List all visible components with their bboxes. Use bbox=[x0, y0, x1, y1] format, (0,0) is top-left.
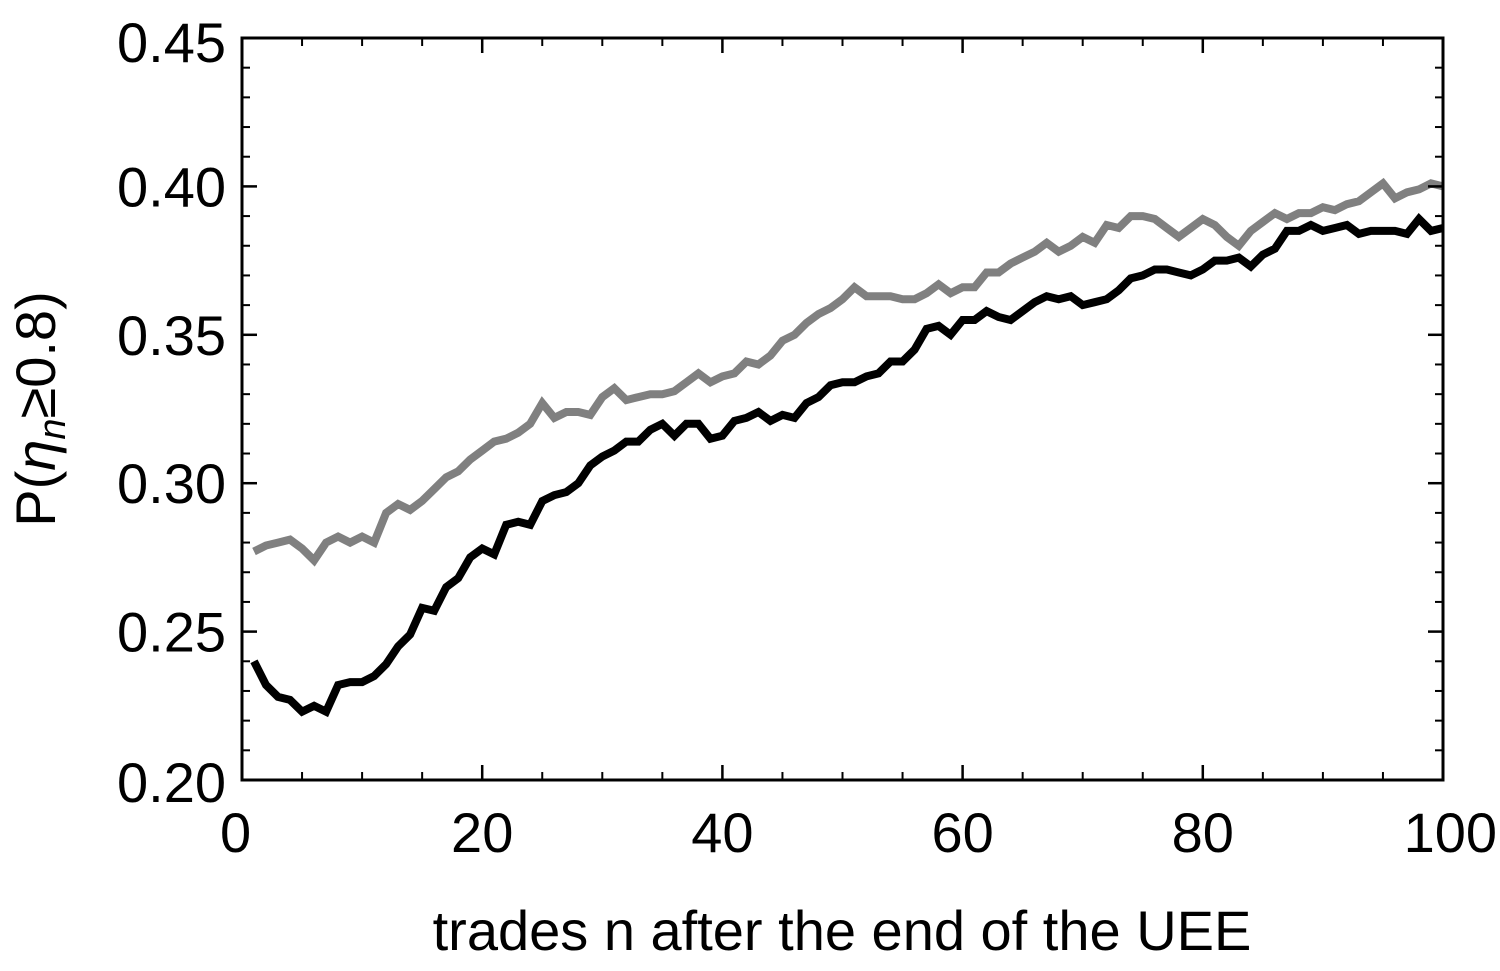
y-tick-label: 0.20 bbox=[117, 751, 226, 814]
y-axis-title: P(ηn≥0.8) bbox=[4, 291, 74, 526]
tick-labels: 0 20 40 60 80 100 0.20 0.25 0.30 0.35 0.40 0.45 bbox=[117, 11, 1497, 864]
x-tick-label: 100 bbox=[1404, 801, 1497, 864]
x-tick-label: 60 bbox=[931, 801, 993, 864]
y-tick-label: 0.40 bbox=[117, 155, 226, 218]
x-tick-label: 20 bbox=[451, 801, 513, 864]
y-axis-title-subscript: n bbox=[32, 419, 74, 440]
y-tick-label: 0.35 bbox=[117, 304, 226, 367]
y-tick-label: 0.45 bbox=[117, 11, 226, 74]
x-tick-label: 0 bbox=[220, 801, 251, 864]
series-line-gray bbox=[252, 177, 1444, 567]
ticks-layer bbox=[240, 36, 1445, 782]
plot-frame bbox=[240, 36, 1445, 782]
series-layer bbox=[250, 177, 1444, 718]
y-axis-title-symbol: η bbox=[4, 440, 67, 471]
y-axis-title-prefix: P( bbox=[4, 470, 67, 526]
y-axis-title-suffix: ≥0.8) bbox=[4, 291, 67, 418]
series-line-black bbox=[250, 213, 1444, 718]
y-tick-label: 0.30 bbox=[117, 452, 226, 515]
x-axis-title: trades n after the end of the UEE bbox=[433, 899, 1252, 962]
x-tick-label: 40 bbox=[691, 801, 753, 864]
x-tick-label: 80 bbox=[1172, 801, 1234, 864]
y-tick-label: 0.25 bbox=[117, 601, 226, 664]
